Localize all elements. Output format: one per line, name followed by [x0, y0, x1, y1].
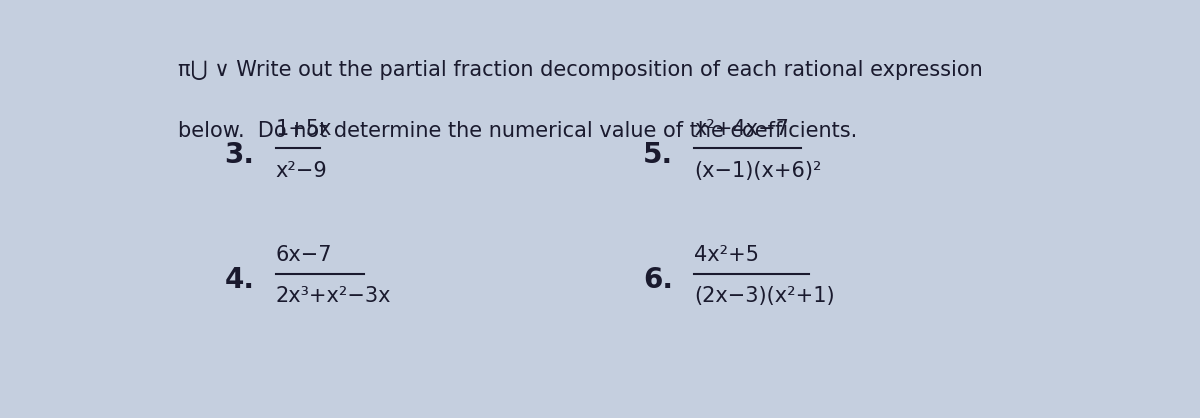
Text: 2x³+x²−3x: 2x³+x²−3x — [276, 286, 391, 306]
Text: 4x²+5: 4x²+5 — [694, 245, 760, 265]
Text: below.  Do not determine the numerical value of the coefficients.: below. Do not determine the numerical va… — [178, 121, 857, 141]
Text: 6x−7: 6x−7 — [276, 245, 332, 265]
Text: 1+5x: 1+5x — [276, 119, 332, 139]
Text: x²−9: x²−9 — [276, 161, 328, 181]
Text: 5.: 5. — [643, 141, 673, 169]
Text: 4.: 4. — [224, 266, 254, 294]
Text: 6.: 6. — [643, 266, 673, 294]
Text: (2x−3)(x²+1): (2x−3)(x²+1) — [694, 286, 835, 306]
Text: 3.: 3. — [224, 141, 254, 169]
Text: x²+4x−7: x²+4x−7 — [694, 119, 788, 139]
Text: π⋃ ∨ Write out the partial fraction decomposition of each rational expression: π⋃ ∨ Write out the partial fraction deco… — [178, 60, 983, 80]
Text: (x−1)(x+6)²: (x−1)(x+6)² — [694, 161, 822, 181]
